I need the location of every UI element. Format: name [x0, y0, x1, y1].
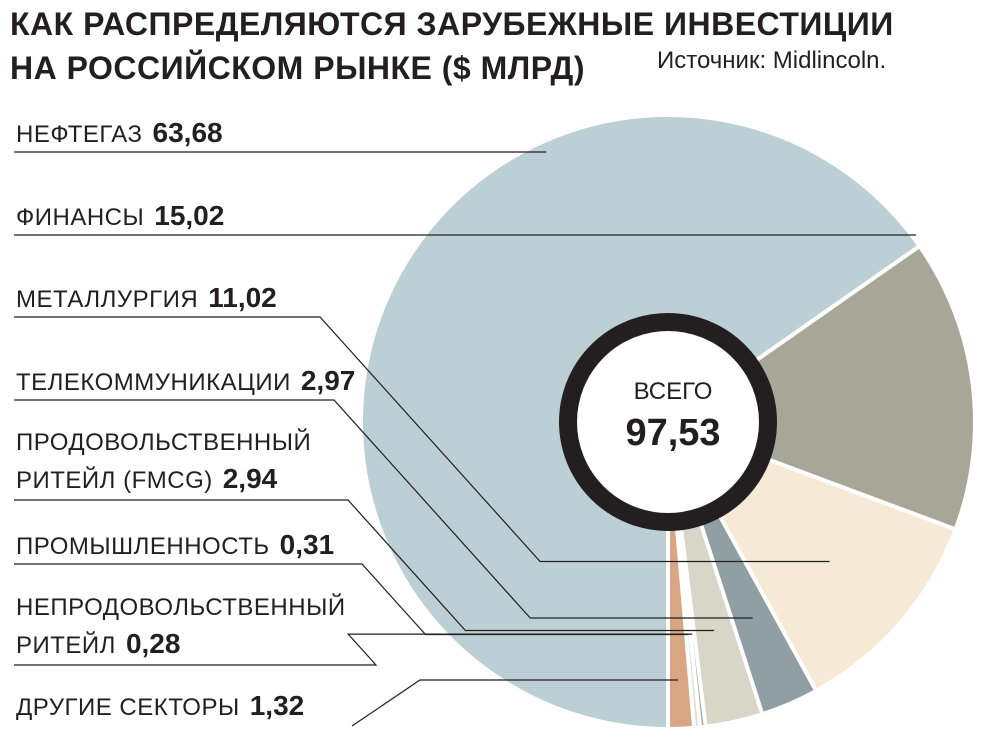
title-line-1: КАК РАСПРЕДЕЛЯЮТСЯ ЗАРУБЕЖНЫЕ ИНВЕСТИЦИИ	[10, 6, 894, 42]
slice-label-name: НЕПРОДОВОЛЬСТВЕННЫЙ	[16, 594, 346, 621]
slice-label-line: ПРОМЫШЛЕННОСТЬ 0,31	[16, 527, 334, 565]
slice-label-line: РИТЕЙЛ 0,28	[16, 626, 346, 664]
slice-value-label: 63,68	[152, 117, 223, 148]
leader-line-6	[14, 633, 693, 666]
slice-value-label: 0,31	[279, 529, 335, 560]
slice-label-name: ТЕЛЕКОММУНИКАЦИИ	[16, 369, 291, 396]
leader-line-3	[14, 399, 753, 619]
slice-value-label: 2,94	[222, 463, 278, 494]
slice-label-4: ПРОДОВОЛЬСТВЕННЫЙ РИТЕЙЛ (FMCG) 2,94	[16, 425, 311, 499]
pie-slice-1	[668, 247, 973, 529]
leader-line-4	[14, 499, 715, 632]
slice-label-2: МЕТАЛЛУРГИЯ 11,02	[16, 280, 277, 318]
slice-label-3: ТЕЛЕКОММУНИКАЦИИ 2,97	[16, 363, 355, 401]
leader-line-7	[351, 679, 679, 727]
slice-label-line: ДРУГИЕ СЕКТОРЫ 1,32	[16, 688, 304, 726]
slice-label-1: ФИНАНСЫ 15,02	[16, 198, 224, 236]
center-ring	[559, 313, 777, 531]
slice-label-name: ФИНАНСЫ	[16, 204, 145, 231]
slice-label-line: ТЕЛЕКОММУНИКАЦИИ 2,97	[16, 363, 355, 401]
slice-value-label: 1,32	[249, 690, 305, 721]
slice-label-name: ДРУГИЕ СЕКТОРЫ	[16, 694, 240, 721]
center-total: 97,53	[625, 412, 721, 454]
slice-label-name: ПРОДОВОЛЬСТВЕННЫЙ	[16, 429, 312, 456]
slice-label-name: РИТЕЙЛ	[16, 632, 116, 659]
center-caption: ВСЕГО	[633, 378, 713, 405]
chart-title: КАК РАСПРЕДЕЛЯЮТСЯ ЗАРУБЕЖНЫЕ ИНВЕСТИЦИИ…	[10, 2, 894, 90]
slice-value-label: 0,28	[125, 628, 181, 659]
slice-value-label: 15,02	[154, 200, 225, 231]
slice-label-line: ПРОДОВОЛЬСТВЕННЫЙ	[16, 425, 311, 461]
slice-label-name: МЕТАЛЛУРГИЯ	[16, 286, 199, 313]
slice-label-line: НЕФТЕГАЗ 63,68	[16, 115, 223, 153]
slice-value-label: 2,97	[300, 365, 356, 396]
slice-label-line: НЕПРОДОВОЛЬСТВЕННЫЙ	[16, 590, 346, 626]
slice-label-name: НЕФТЕГАЗ	[16, 121, 143, 148]
slice-label-name: РИТЕЙЛ (FMCG)	[16, 467, 213, 494]
slice-label-line: МЕТАЛЛУРГИЯ 11,02	[16, 280, 277, 318]
slice-label-5: ПРОМЫШЛЕННОСТЬ 0,31	[16, 527, 334, 565]
slice-label-name: ПРОМЫШЛЕННОСТЬ	[16, 533, 270, 560]
slice-label-0: НЕФТЕГАЗ 63,68	[16, 115, 223, 153]
title-line-2: НА РОССИЙСКОМ РЫНКЕ ($ МЛРД)	[10, 50, 585, 86]
slice-label-7: ДРУГИЕ СЕКТОРЫ 1,32	[16, 688, 304, 726]
slice-label-line: ФИНАНСЫ 15,02	[16, 198, 224, 236]
leader-lines	[14, 151, 917, 727]
center-total-block: ВСЕГО 97,53	[578, 375, 768, 457]
slice-value-label: 11,02	[208, 282, 277, 313]
slice-label-line: РИТЕЙЛ (FMCG) 2,94	[16, 461, 311, 499]
leader-line-2	[14, 316, 830, 563]
slice-label-6: НЕПРОДОВОЛЬСТВЕННЫЙ РИТЕЙЛ 0,28	[16, 590, 346, 664]
source-note: Источник: Midlincoln.	[657, 47, 887, 74]
